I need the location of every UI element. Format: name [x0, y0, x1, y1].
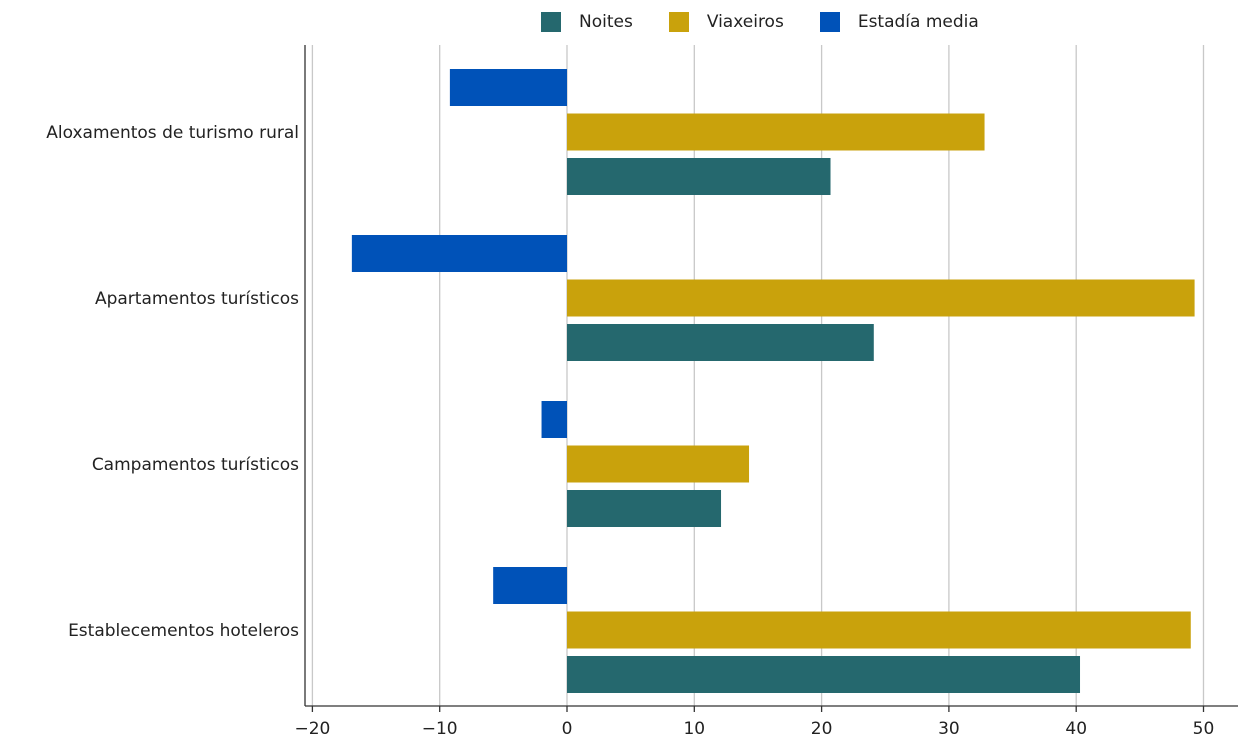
bar-noites — [567, 656, 1081, 693]
legend-swatch — [819, 12, 840, 32]
x-tick-label: 0 — [562, 719, 573, 739]
category-label: Apartamentos turísticos — [95, 289, 299, 309]
bar-viaxeiros — [567, 611, 1191, 649]
legend-swatch — [541, 12, 561, 32]
bar-noites — [567, 324, 874, 361]
bar-viaxeiros — [567, 445, 750, 483]
legend-swatch — [668, 12, 689, 32]
x-tick-label: 30 — [938, 719, 960, 739]
category-label: Aloxamentos de turismo rural — [46, 123, 299, 143]
bar-estadía-media — [493, 567, 567, 604]
legend-item: Noites — [541, 12, 633, 32]
bar-noites — [567, 158, 831, 195]
legend-label: Viaxeiros — [706, 12, 784, 32]
x-tick-label: 40 — [1065, 719, 1087, 739]
legend-label: Estadía media — [857, 12, 979, 32]
x-tick-label: 50 — [1193, 719, 1215, 739]
x-tick-label: −20 — [294, 719, 330, 739]
bar-noites — [567, 490, 722, 527]
x-tick-label: 10 — [683, 719, 705, 739]
x-tick-label: −10 — [422, 719, 458, 739]
x-tick-label: 20 — [811, 719, 833, 739]
bar-estadía-media — [449, 69, 567, 106]
bar-estadía-media — [541, 401, 567, 438]
chart-legend: Noites Viaxeiros Estadía media — [541, 12, 1015, 32]
bar-viaxeiros — [567, 113, 985, 151]
legend-item: Estadía media — [819, 12, 979, 32]
legend-item: Viaxeiros — [668, 12, 784, 32]
category-label: Campamentos turísticos — [92, 455, 299, 475]
bar-estadía-media — [351, 235, 567, 272]
legend-label: Noites — [579, 12, 633, 32]
bar-viaxeiros — [567, 279, 1195, 317]
category-label: Establecementos hoteleros — [68, 621, 299, 641]
